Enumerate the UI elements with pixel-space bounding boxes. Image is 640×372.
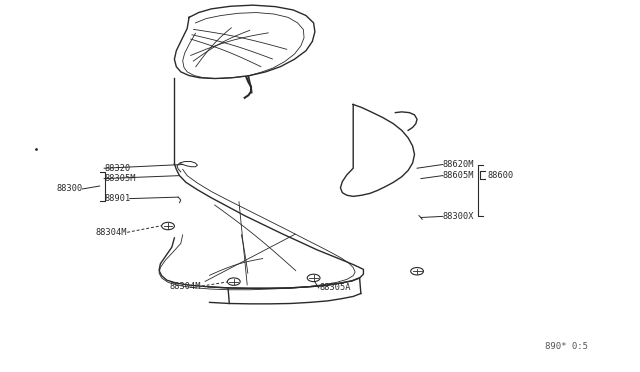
- Circle shape: [411, 267, 424, 275]
- Circle shape: [227, 278, 240, 285]
- Text: 88304M: 88304M: [95, 228, 127, 237]
- Text: 88620M: 88620M: [443, 160, 474, 169]
- Text: 88300X: 88300X: [443, 212, 474, 221]
- Text: 88901: 88901: [104, 194, 131, 203]
- Polygon shape: [177, 161, 197, 172]
- Text: 88605M: 88605M: [443, 171, 474, 180]
- Circle shape: [307, 274, 320, 282]
- Text: 88600: 88600: [487, 171, 513, 180]
- Circle shape: [162, 222, 174, 230]
- Text: 88305M: 88305M: [104, 174, 136, 183]
- Text: 88320: 88320: [104, 164, 131, 173]
- Text: 88300: 88300: [57, 185, 83, 193]
- Text: 890* 0:5: 890* 0:5: [545, 342, 588, 351]
- Text: 88305A: 88305A: [320, 283, 351, 292]
- Text: 88304M: 88304M: [170, 282, 202, 291]
